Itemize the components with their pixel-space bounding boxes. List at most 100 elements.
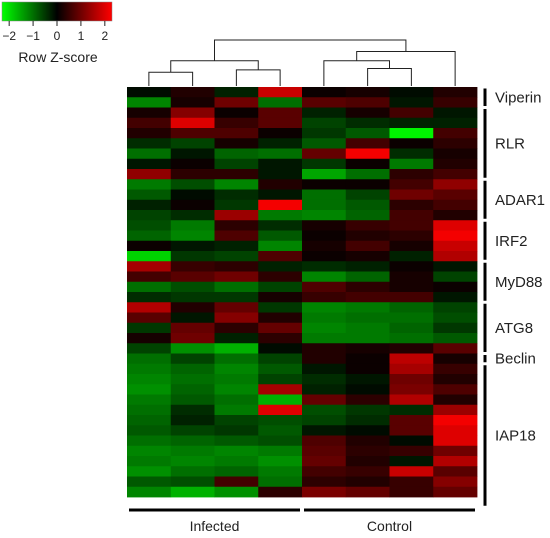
color-key-tick-label: −1	[26, 29, 40, 43]
heatmap-cell	[258, 281, 303, 293]
heatmap-cell	[258, 271, 303, 283]
heatmap-cell	[389, 128, 434, 139]
heatmap-cell	[302, 445, 347, 457]
heatmap-cell	[345, 138, 390, 149]
color-key-tick-label: −2	[2, 29, 16, 43]
heatmap-cell	[170, 486, 215, 498]
heatmap-cell	[433, 210, 478, 221]
dendrogram-branch	[170, 60, 259, 73]
heatmap-cell	[214, 251, 259, 262]
heatmap-cell	[170, 128, 215, 139]
heatmap-cell	[433, 240, 478, 252]
heatmap-cell	[345, 312, 390, 324]
heatmap-cell	[127, 240, 172, 252]
heatmap-cell	[302, 312, 347, 324]
heatmap-cell	[302, 333, 347, 344]
heatmap-cell	[433, 189, 478, 201]
heatmap-cell	[302, 425, 347, 436]
heatmap-cell	[345, 476, 390, 488]
heatmap-cell	[302, 384, 347, 395]
heatmap-cell	[433, 199, 478, 211]
heatmap-cell	[127, 281, 172, 293]
heatmap-cell	[389, 415, 434, 426]
row-group-label: Beclin	[495, 351, 536, 368]
heatmap-cell	[258, 158, 303, 170]
heatmap-cell	[389, 445, 434, 457]
heatmap-cell	[345, 415, 390, 426]
heatmap-cell	[214, 179, 259, 190]
heatmap-cell	[170, 384, 215, 395]
heatmap-cell	[170, 292, 215, 303]
heatmap-cell	[127, 97, 172, 108]
heatmap-cell	[170, 322, 215, 334]
heatmap-cell	[433, 169, 478, 180]
heatmap-cell	[127, 87, 172, 98]
heatmap-cell	[302, 240, 347, 252]
heatmap-cell	[170, 353, 215, 365]
heatmap-cell	[345, 210, 390, 221]
heatmap-cell	[127, 353, 172, 365]
heatmap-cell	[389, 230, 434, 242]
heatmap-cell	[214, 476, 259, 488]
heatmap-cell	[345, 271, 390, 283]
heatmap-cell	[214, 138, 259, 149]
heatmap-cell	[389, 374, 434, 385]
color-key-title: Row Z-score	[18, 49, 98, 65]
heatmap-cell	[258, 363, 303, 375]
heatmap-cell	[345, 107, 390, 119]
heatmap-cell	[433, 251, 478, 262]
heatmap-cell	[345, 363, 390, 375]
heatmap-cell	[170, 107, 215, 119]
heatmap-cell	[433, 87, 478, 98]
heatmap-cell	[302, 261, 347, 272]
row-group-label: Viperin	[495, 89, 541, 106]
heatmap-cell	[127, 456, 172, 467]
heatmap-cell	[345, 425, 390, 436]
heatmap-cell	[433, 322, 478, 334]
heatmap-cell	[433, 404, 478, 416]
heatmap-cell	[433, 486, 478, 498]
heatmap-cell	[389, 404, 434, 416]
heatmap-cell	[302, 148, 347, 160]
heatmap-cell	[345, 292, 390, 303]
heatmap-cell	[170, 466, 215, 477]
heatmap-cell	[389, 138, 434, 149]
heatmap-cell	[214, 435, 259, 447]
heatmap-cell	[345, 404, 390, 416]
heatmap-cell	[345, 230, 390, 242]
color-key-tick-label: 2	[101, 29, 108, 43]
heatmap-cell	[302, 230, 347, 242]
heatmap-cell	[214, 302, 259, 313]
heatmap-cell	[389, 199, 434, 211]
heatmap-cell	[214, 374, 259, 385]
heatmap-cell	[258, 466, 303, 477]
heatmap-cell	[258, 486, 303, 498]
heatmap-cell	[127, 179, 172, 190]
heatmap-cell	[302, 169, 347, 180]
heatmap-cell	[302, 271, 347, 283]
heatmap-cell	[214, 261, 259, 272]
heatmap-cell	[389, 220, 434, 231]
heatmap-cell	[127, 148, 172, 160]
heatmap-cell	[214, 128, 259, 139]
heatmap-cell	[170, 445, 215, 457]
heatmap-cell	[258, 189, 303, 201]
heatmap-cell	[302, 435, 347, 447]
heatmap-cell	[127, 107, 172, 119]
heatmap-cell	[302, 486, 347, 498]
heatmap-cell	[170, 281, 215, 293]
heatmap-cell	[214, 322, 259, 334]
heatmap-cell	[258, 240, 303, 252]
color-key: −2 −1 0 1 2 Row Z-score	[1, 1, 113, 65]
heatmap-cell	[433, 128, 478, 139]
heatmap-cell	[302, 476, 347, 488]
heatmap-cell	[302, 466, 347, 477]
heatmap-cell	[214, 456, 259, 467]
heatmap-cell	[389, 476, 434, 488]
heatmap-cell	[258, 148, 303, 160]
heatmap-cell	[127, 415, 172, 426]
heatmap-cells	[127, 87, 478, 498]
heatmap-cell	[345, 169, 390, 180]
heatmap-cell	[214, 240, 259, 252]
heatmap-cell	[214, 415, 259, 426]
